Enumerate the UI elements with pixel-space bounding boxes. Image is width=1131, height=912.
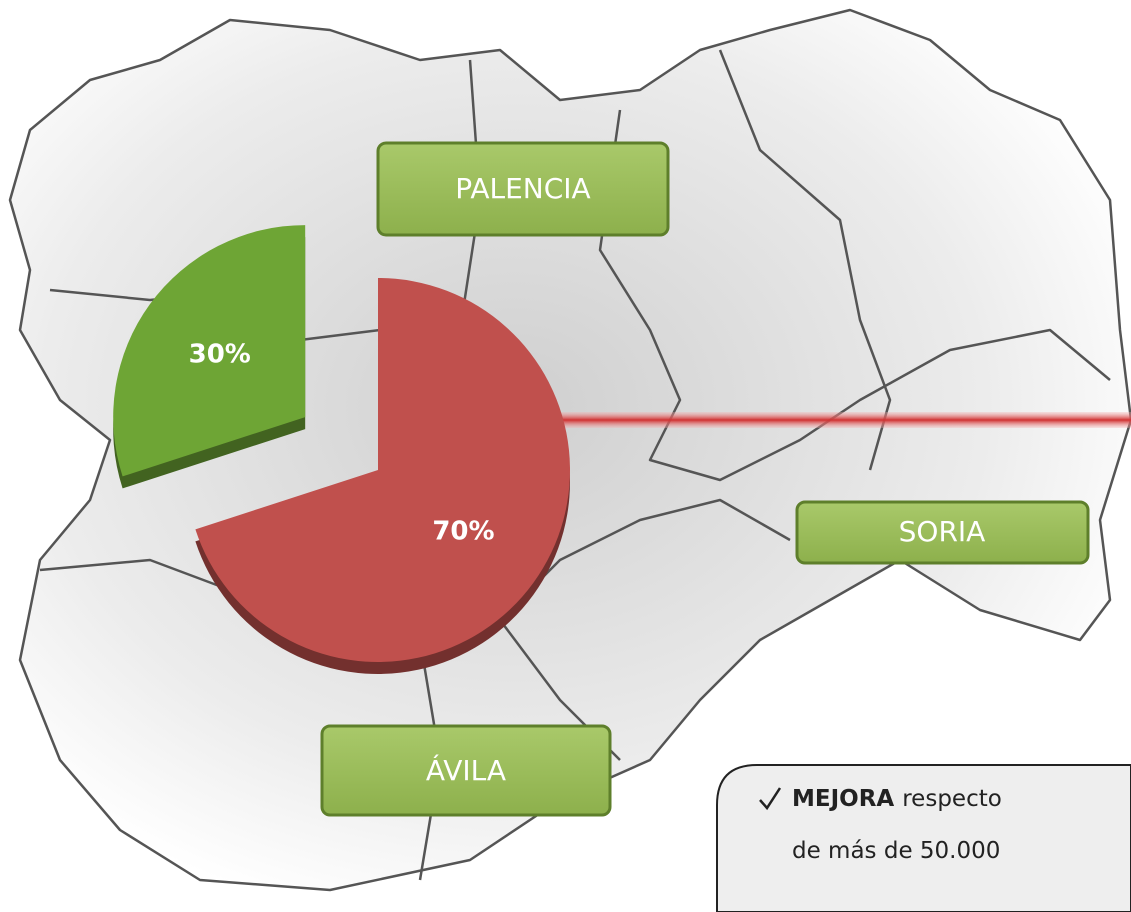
region-label: SORIA [795,500,1090,565]
slice [195,278,570,662]
note-line: MEJORA respecto [792,786,1002,812]
region-label: ÁVILA [320,724,612,817]
slice-label: 30% [189,340,251,370]
label-text: ÁVILA [426,753,506,787]
label-text: SORIA [899,515,986,548]
region-label: PALENCIA [376,141,670,237]
pie-chart: 30% 70% [113,225,570,674]
slice-label: 70% [432,517,494,547]
note-line: de más de 50.000 [792,838,1000,864]
note-bold: MEJORA [792,786,894,812]
note-text: respecto [902,786,1002,812]
note-box: MEJORA respecto de más de 50.000 [716,764,1131,912]
connector-line [560,412,1131,428]
slice [113,225,306,477]
check-icon [759,787,782,811]
label-text: PALENCIA [455,172,590,205]
